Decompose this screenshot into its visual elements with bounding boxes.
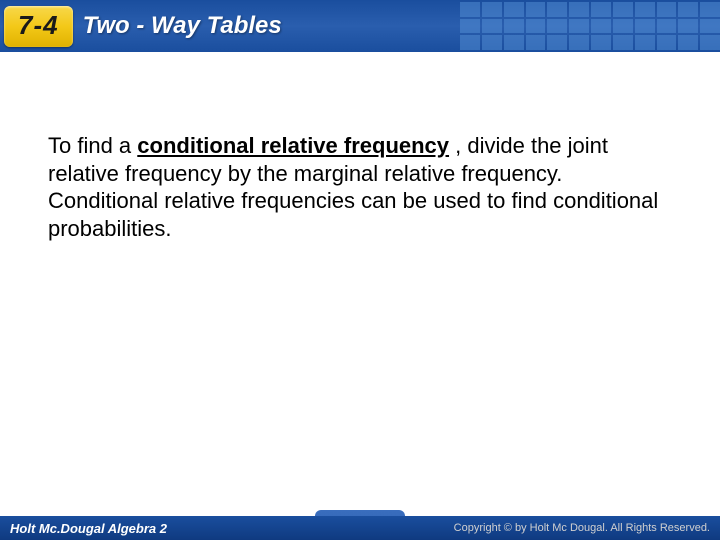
section-number: 7-4 xyxy=(18,10,59,40)
header-grid-decoration xyxy=(460,0,720,52)
section-number-box: 7-4 xyxy=(4,6,73,47)
body-pre-text: To find a xyxy=(48,133,137,158)
body-paragraph: To find a conditional relative frequency… xyxy=(48,132,672,242)
slide-title: Two - Way Tables xyxy=(83,12,282,40)
slide-content: To find a conditional relative frequency… xyxy=(0,52,720,242)
slide-footer: Holt Mc.Dougal Algebra 2 Copyright © by … xyxy=(0,516,720,540)
footer-copyright: Copyright © by Holt Mc Dougal. All Right… xyxy=(454,522,710,534)
body-key-term: conditional relative frequency xyxy=(137,133,449,158)
footer-book-title: Holt Mc.Dougal Algebra 2 xyxy=(10,521,167,536)
slide-header: 7-4 Two - Way Tables xyxy=(0,0,720,52)
